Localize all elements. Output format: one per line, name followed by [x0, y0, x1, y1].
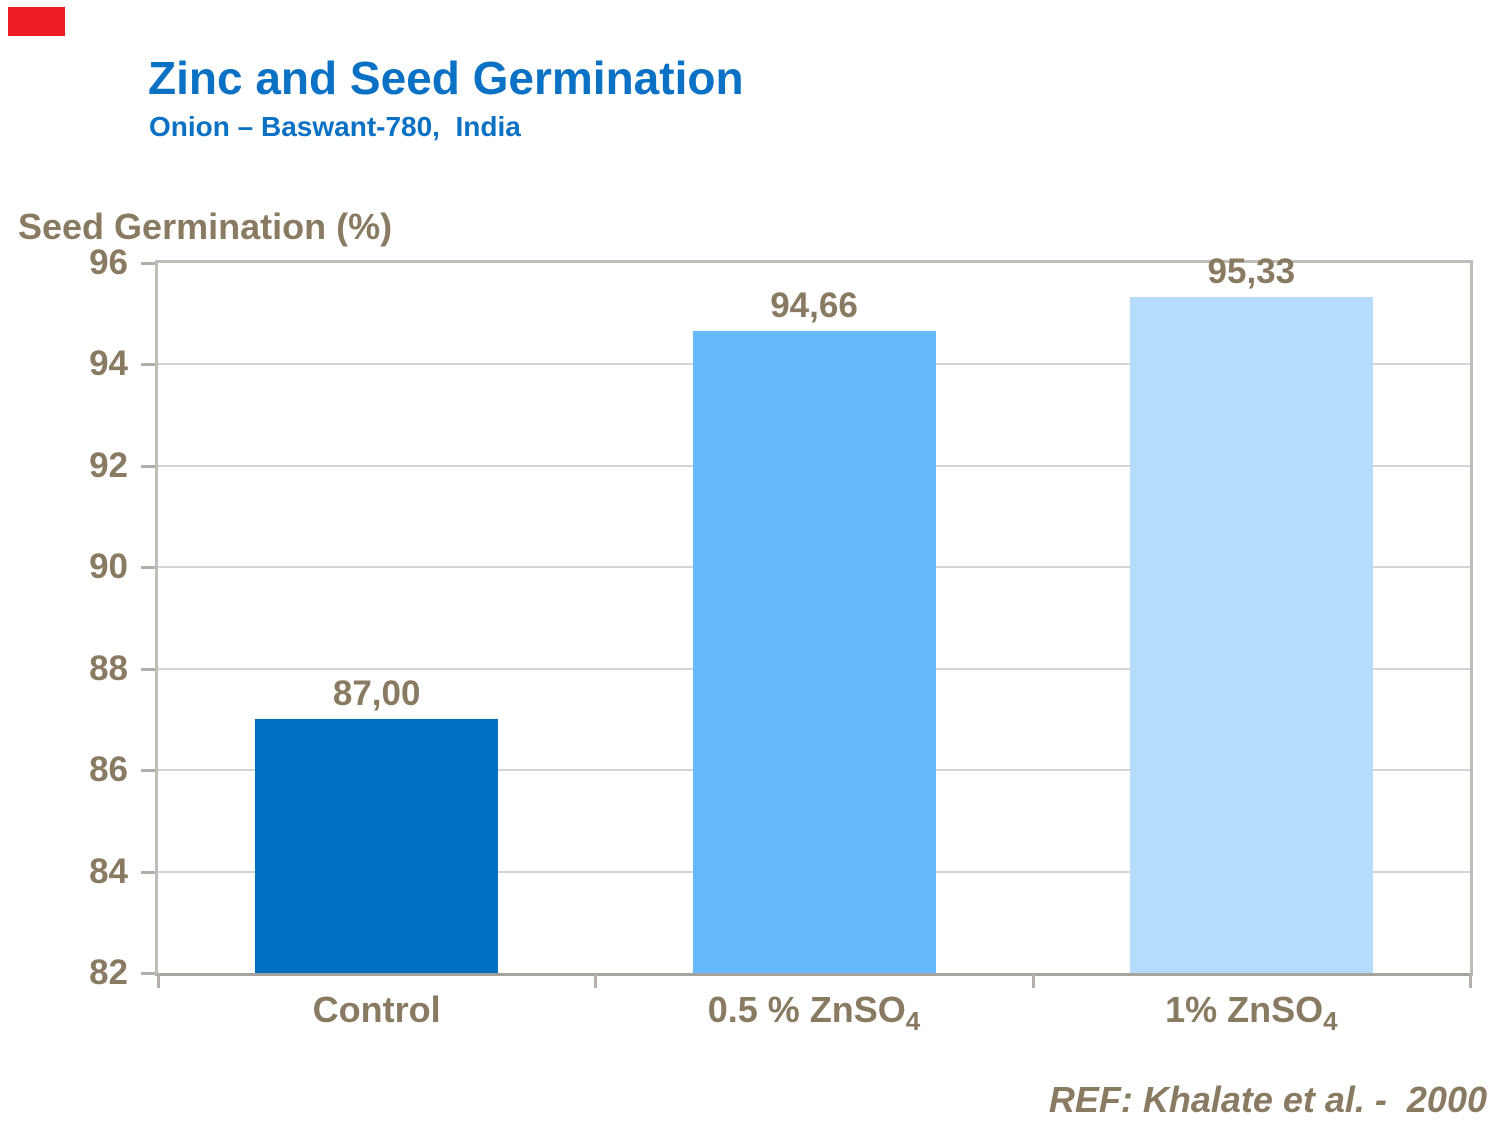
x-tick-mark — [1469, 973, 1472, 988]
x-category-label-text: 1% ZnSO — [1165, 989, 1324, 1030]
y-tick-label: 96 — [89, 243, 128, 282]
x-category-label: Control — [167, 988, 587, 1032]
y-tick-mark — [141, 464, 155, 468]
y-tick-label: 90 — [89, 547, 128, 587]
y-tick-label: 82 — [89, 953, 128, 992]
y-tick-label: 88 — [89, 648, 128, 688]
x-tick-mark — [157, 973, 160, 988]
x-tick-mark — [594, 973, 598, 988]
y-tick-mark — [141, 972, 155, 975]
y-tick-label: 94 — [89, 344, 128, 384]
x-category-label: 1% ZnSO4 — [1041, 988, 1461, 1043]
x-category-label-text: 0.5 % ZnSO — [707, 989, 906, 1030]
chart-subtitle: Onion – Baswant-780, India — [149, 111, 521, 142]
y-tick-mark — [141, 262, 155, 265]
slide-accent-red-block — [8, 7, 65, 36]
x-category-label-subscript: 4 — [1323, 1006, 1338, 1037]
x-tick-mark — [1031, 973, 1035, 988]
bar-value-label: 87,00 — [332, 674, 421, 714]
bar-value-label: 95,33 — [1207, 251, 1296, 291]
y-tick-label: 92 — [89, 445, 128, 485]
y-tick-mark — [141, 566, 155, 570]
x-category-label: 0.5 % ZnSO4 — [604, 988, 1024, 1043]
chart-title: Zinc and Seed Germination — [148, 52, 744, 104]
bar — [692, 330, 936, 973]
y-tick-mark — [141, 667, 155, 671]
x-category-label-text: Control — [312, 989, 441, 1030]
x-category-label-subscript: 4 — [905, 1006, 921, 1037]
reference-citation: REF: Khalate et al. - 2000 — [1048, 1079, 1487, 1120]
bar — [1129, 296, 1373, 973]
y-tick-label: 84 — [89, 851, 128, 891]
y-axis-title: Seed Germination (%) — [18, 206, 393, 247]
y-tick-mark — [141, 769, 155, 773]
y-tick-mark — [141, 363, 155, 367]
plot-area: 87,00 94,66 95,33 — [155, 252, 1473, 976]
y-tick-label: 86 — [89, 750, 128, 790]
bar-value-label: 94,66 — [770, 285, 858, 325]
bar — [255, 719, 499, 973]
y-tick-mark — [141, 870, 155, 874]
